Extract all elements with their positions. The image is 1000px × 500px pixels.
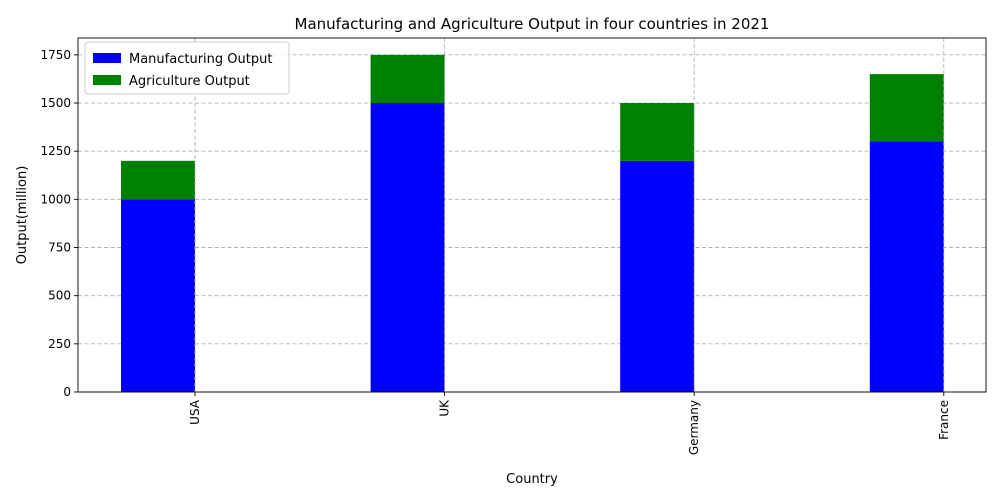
legend-swatch: [93, 75, 121, 85]
x-tick-label: Germany: [687, 400, 701, 455]
legend-label: Manufacturing Output: [129, 52, 272, 67]
x-tick-label: France: [937, 400, 951, 440]
grid-layer: [78, 54, 986, 393]
legend-label: Agriculture Output: [129, 74, 250, 89]
x-axis-label: Country: [506, 472, 558, 487]
bar-usa-series-1: [121, 160, 195, 200]
y-tick-label: 1000: [40, 192, 71, 206]
x-tick-label: USA: [188, 399, 202, 425]
plot-frame: [77, 37, 987, 393]
y-tick-label: 250: [48, 337, 71, 351]
bar-uk-series-0: [370, 103, 445, 392]
bar-germany-series-0: [620, 160, 695, 392]
bar-uk-series-1: [370, 54, 445, 104]
y-tick-label: 1750: [40, 48, 71, 62]
y-tick-label: 0: [63, 385, 71, 399]
bar-usa-series-0: [121, 199, 195, 392]
bar-germany-series-1: [620, 103, 695, 161]
bars-layer: [121, 54, 944, 392]
x-tick-label: UK: [438, 399, 452, 417]
y-tick-label: 1500: [40, 96, 71, 110]
axes-layer: [77, 37, 987, 393]
bar-france-series-0: [869, 141, 944, 392]
legend-box: [84, 41, 290, 95]
bar-france-series-1: [869, 74, 944, 142]
y-axis-label: Output(million): [15, 166, 30, 265]
ticks-layer: 0 250 500 750 1000 1250 1500 1750 USA UK Germany Fr…: [40, 48, 950, 455]
legend: Manufacturing Output Agriculture Output: [84, 41, 290, 95]
y-tick-label: 750: [48, 241, 71, 255]
y-tick-label: 1250: [40, 144, 71, 158]
chart-title: Manufacturing and Agriculture Output in …: [295, 15, 770, 33]
legend-swatch: [93, 53, 121, 63]
y-tick-label: 500: [48, 289, 71, 303]
